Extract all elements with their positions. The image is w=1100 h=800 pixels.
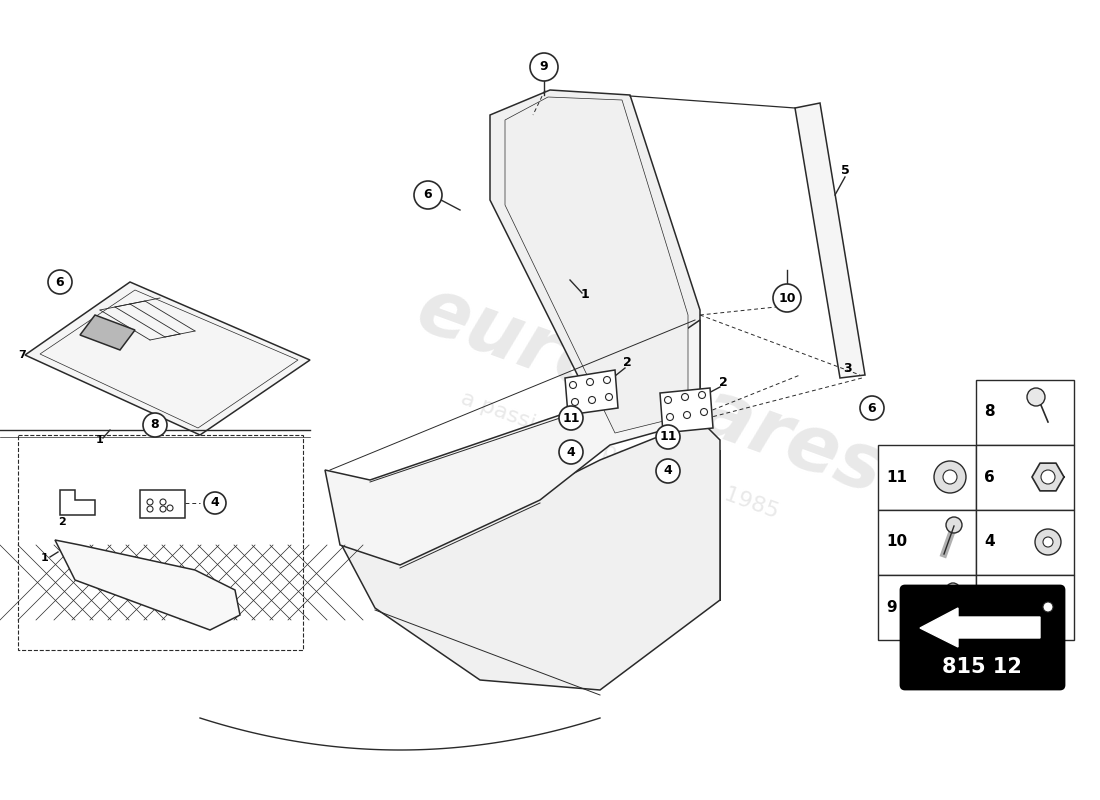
Polygon shape (340, 420, 720, 690)
Circle shape (698, 391, 705, 398)
Text: 7: 7 (18, 350, 26, 360)
Circle shape (588, 397, 595, 403)
Polygon shape (565, 370, 618, 415)
Text: 6: 6 (984, 470, 994, 485)
Circle shape (570, 382, 576, 389)
Circle shape (572, 398, 579, 406)
Circle shape (147, 499, 153, 505)
Polygon shape (324, 320, 700, 565)
Text: 9: 9 (540, 61, 548, 74)
Circle shape (934, 461, 966, 493)
Circle shape (143, 413, 167, 437)
Polygon shape (140, 490, 185, 518)
Text: 6: 6 (56, 275, 64, 289)
Bar (976, 510, 1074, 575)
Circle shape (683, 411, 691, 418)
Circle shape (1027, 388, 1045, 406)
Circle shape (664, 397, 671, 403)
Polygon shape (795, 103, 865, 378)
Polygon shape (1034, 595, 1062, 619)
Text: 11: 11 (886, 470, 907, 485)
Circle shape (559, 440, 583, 464)
Text: 4: 4 (210, 497, 219, 510)
FancyBboxPatch shape (901, 586, 1064, 689)
Polygon shape (490, 90, 700, 440)
Text: 6: 6 (868, 402, 877, 414)
Circle shape (147, 506, 153, 512)
Polygon shape (1032, 463, 1064, 491)
Text: 1: 1 (581, 289, 590, 302)
Text: 2: 2 (58, 517, 66, 527)
Circle shape (667, 414, 673, 421)
Polygon shape (25, 282, 310, 435)
Circle shape (604, 377, 611, 383)
Text: 1: 1 (41, 553, 48, 563)
Circle shape (605, 394, 613, 401)
Circle shape (682, 394, 689, 401)
Text: 9: 9 (886, 599, 896, 614)
Text: 1: 1 (96, 435, 103, 445)
Text: 11: 11 (659, 430, 676, 443)
Circle shape (559, 406, 583, 430)
Circle shape (860, 396, 884, 420)
Polygon shape (40, 290, 298, 428)
Text: 5: 5 (840, 163, 849, 177)
Circle shape (414, 181, 442, 209)
Text: 3: 3 (843, 362, 851, 374)
Text: a passion for parts since 1985: a passion for parts since 1985 (459, 388, 782, 522)
Circle shape (1041, 470, 1055, 484)
Circle shape (160, 506, 166, 512)
Text: 4: 4 (984, 534, 994, 550)
Text: 11: 11 (562, 411, 580, 425)
Circle shape (1043, 602, 1053, 612)
Circle shape (656, 425, 680, 449)
Circle shape (943, 470, 957, 484)
Polygon shape (80, 315, 135, 350)
Text: 2: 2 (623, 357, 631, 370)
Circle shape (586, 378, 594, 386)
Circle shape (160, 499, 166, 505)
Bar (878, 575, 976, 640)
Bar (976, 445, 1074, 510)
Bar (976, 575, 1074, 640)
Polygon shape (55, 540, 240, 630)
Text: 8: 8 (984, 405, 994, 419)
Bar (18, 435, 303, 650)
Text: 6: 6 (424, 189, 432, 202)
Polygon shape (60, 490, 95, 515)
Text: 2: 2 (718, 375, 727, 389)
Circle shape (1043, 537, 1053, 547)
Text: 4: 4 (663, 465, 672, 478)
Text: 10: 10 (779, 291, 795, 305)
Bar (878, 510, 976, 575)
Circle shape (946, 517, 962, 533)
Circle shape (701, 409, 707, 415)
Circle shape (204, 492, 226, 514)
Circle shape (773, 284, 801, 312)
Bar (976, 380, 1074, 445)
Text: 4: 4 (566, 446, 575, 458)
Text: 815 12: 815 12 (942, 657, 1022, 677)
Circle shape (48, 270, 72, 294)
Circle shape (530, 53, 558, 81)
Circle shape (1035, 529, 1062, 555)
Text: 10: 10 (886, 534, 907, 550)
Polygon shape (920, 608, 1040, 647)
Polygon shape (660, 388, 713, 433)
Circle shape (167, 505, 173, 511)
Polygon shape (505, 97, 688, 433)
Text: eurospares: eurospares (406, 270, 894, 510)
Text: 3: 3 (984, 599, 994, 614)
Circle shape (946, 583, 960, 597)
Circle shape (656, 459, 680, 483)
Text: 8: 8 (151, 418, 160, 431)
Bar (878, 445, 976, 510)
